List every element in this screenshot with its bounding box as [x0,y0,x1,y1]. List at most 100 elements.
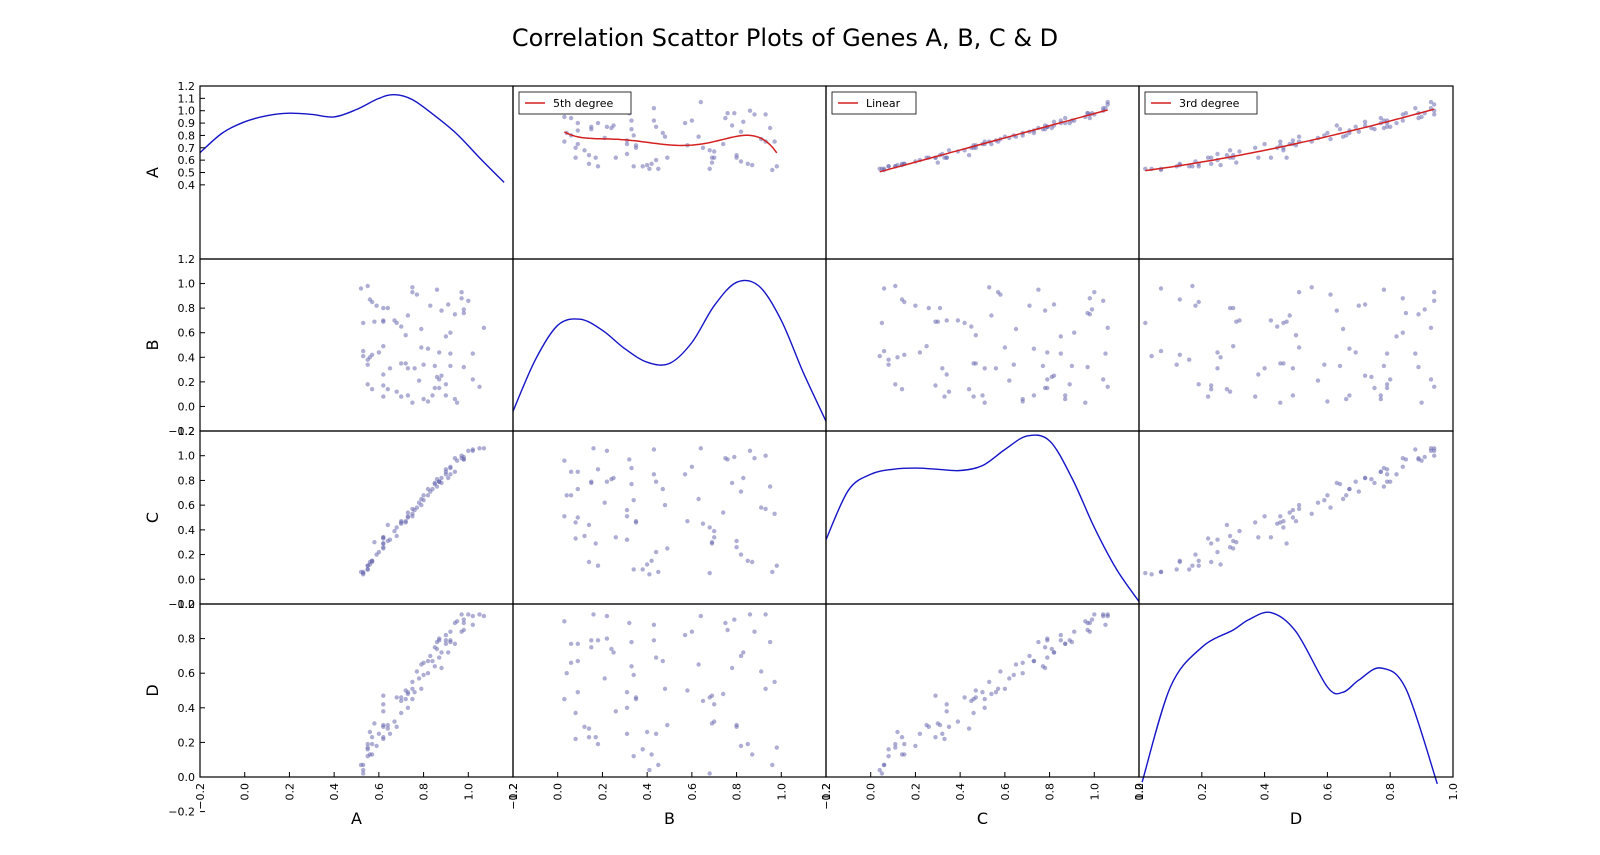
y-tick-label: 1.2 [178,425,196,438]
data-point [361,320,366,326]
data-point [1051,373,1057,378]
data-point [1036,287,1041,292]
data-point [917,731,923,736]
panel-frame [825,258,1140,432]
data-point [649,752,654,757]
data-point [1067,382,1072,387]
data-point [372,721,377,726]
data-point [1353,124,1358,129]
data-point [1325,399,1330,404]
data-point [381,693,386,698]
data-point [1362,302,1368,307]
data-point [732,111,737,116]
data-point [589,124,594,129]
data-point [1177,352,1183,357]
col-label-D: D [1290,809,1302,828]
data-point [1388,479,1393,484]
y-tick-label: −0.2 [168,806,195,819]
col-label-B: B [664,809,675,828]
data-point [1428,377,1434,382]
data-point [443,382,449,387]
data-point [879,320,885,326]
data-point [732,617,737,622]
data-point [405,514,411,519]
data-point [1063,396,1068,402]
data-point [410,679,415,685]
data-point [1315,500,1321,505]
data-point [611,475,616,481]
data-point [738,552,744,557]
data-point [611,123,616,128]
data-point [1372,385,1377,391]
x-tick-label: 0.0 [865,783,878,801]
data-point [933,383,938,388]
data-point [1432,102,1437,107]
data-point [443,467,449,472]
data-point [1416,115,1421,121]
data-point [752,456,757,461]
y-tick-label: 0.0 [178,771,196,784]
data-point [644,162,650,168]
data-point [1205,155,1211,160]
data-point [589,638,594,643]
data-point [767,484,773,489]
data-point [767,639,773,645]
data-point [477,384,482,389]
data-point [1290,515,1296,520]
y-tick-label: 0.6 [178,154,196,167]
data-point [477,446,482,451]
data-point [1193,552,1198,557]
data-point [1381,484,1387,489]
data-point [653,549,659,555]
y-tick-label: 0.5 [178,167,196,180]
data-point [1344,396,1349,402]
data-point [734,538,739,544]
data-point [361,348,366,354]
data-point [738,489,744,494]
data-point [1209,559,1214,565]
data-point [446,475,451,481]
data-point [1085,364,1090,370]
data-point [403,520,408,525]
data-point [1143,570,1148,576]
data-point [437,385,442,391]
x-tick-label: 1.0 [462,783,475,801]
data-point [750,162,755,168]
data-point [1337,363,1343,369]
data-point [1105,612,1110,617]
data-point [886,747,891,752]
data-point [1058,351,1064,356]
panel-B-A [199,258,514,432]
data-point [942,736,947,742]
data-point [1416,312,1421,317]
data-point [582,724,587,729]
data-point [1296,345,1302,350]
fit-curve [879,109,1108,173]
data-point [381,546,386,551]
data-point [881,762,887,768]
data-point [721,691,726,697]
data-point [1196,299,1201,305]
data-point [649,558,654,563]
data-point [381,722,386,728]
data-point [1296,502,1302,508]
data-point [989,691,994,697]
y-tick-label: 0.8 [178,302,196,315]
data-point [439,308,444,313]
data-point [448,330,453,335]
y-tick-label: 0.6 [178,499,196,512]
panel-C-D [1138,430,1454,605]
data-point [660,658,665,664]
y-tick-label: 0.8 [178,633,196,646]
data-point [1045,377,1050,382]
y-tick-label: 1.0 [178,598,196,611]
data-point [893,745,898,750]
data-point [624,690,630,695]
data-point [1384,479,1390,484]
data-point [982,696,987,702]
data-point [452,312,458,317]
data-point [895,355,900,360]
data-point [1013,326,1019,332]
data-point [394,389,399,394]
x-tick-label: 1.2 [820,783,833,801]
